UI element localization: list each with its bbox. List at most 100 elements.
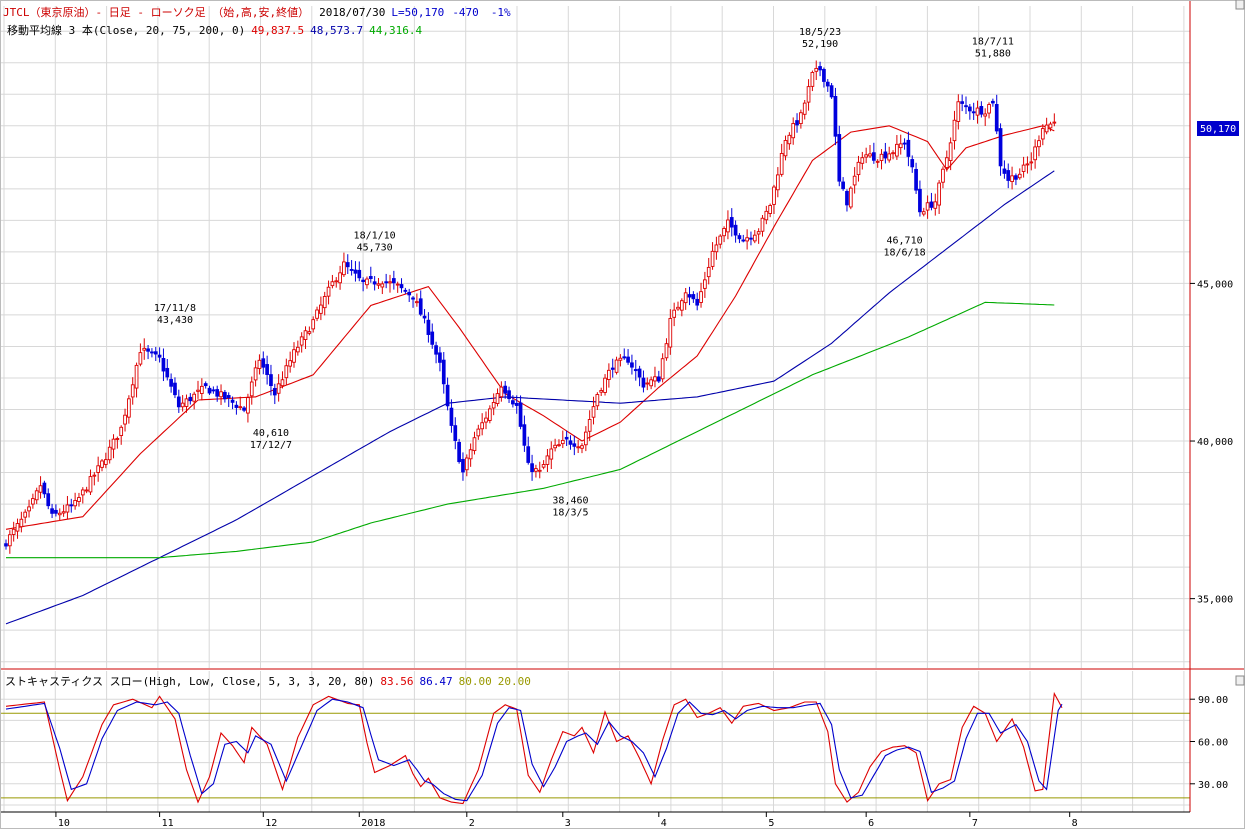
stoch-legend-label: ストキャスティクス スロー(High, Low, Close, 5, 3, 3,… bbox=[5, 675, 374, 688]
candle-body bbox=[833, 95, 838, 137]
candle-body bbox=[257, 359, 262, 369]
candle-body bbox=[649, 379, 653, 387]
candle-body bbox=[438, 352, 442, 363]
candle-body bbox=[380, 283, 385, 288]
candle-body bbox=[61, 511, 66, 514]
candle-body bbox=[749, 237, 753, 240]
candle-body bbox=[557, 444, 561, 447]
candle-body bbox=[184, 398, 189, 407]
stoch-upper-value: 80.00 bbox=[459, 675, 492, 688]
candle-body bbox=[960, 101, 965, 104]
candle-body bbox=[42, 482, 47, 495]
ma75-value: 48,573.7 bbox=[310, 24, 363, 37]
candle-body bbox=[937, 182, 941, 206]
candle-body bbox=[288, 360, 293, 367]
candle-body bbox=[787, 134, 792, 145]
candle-body bbox=[818, 66, 822, 71]
annotation-line1: 46,710 bbox=[886, 236, 922, 247]
ma-20-line bbox=[5, 125, 1055, 530]
window-resize-button[interactable] bbox=[1235, 0, 1245, 10]
candle-body bbox=[319, 304, 323, 314]
candle-body bbox=[933, 201, 938, 209]
candle-body bbox=[825, 81, 830, 87]
candle-body bbox=[503, 385, 508, 394]
candle-body bbox=[468, 449, 473, 460]
candle-body bbox=[38, 485, 43, 493]
candle-body bbox=[975, 107, 980, 116]
candle-body bbox=[810, 72, 815, 87]
candle-body bbox=[80, 489, 85, 496]
candle-body bbox=[330, 281, 335, 287]
candle-body bbox=[484, 417, 488, 423]
candle-body bbox=[219, 391, 223, 398]
header-change-pct: -1% bbox=[491, 6, 511, 19]
ma200-value: 44,316.4 bbox=[369, 24, 422, 37]
candle-body bbox=[883, 151, 888, 159]
candle-body bbox=[188, 396, 193, 402]
stoch-axis-tick: 90.00 bbox=[1198, 695, 1228, 706]
candle-body bbox=[388, 281, 392, 284]
candle-body bbox=[1040, 128, 1045, 140]
candle-body bbox=[534, 468, 538, 472]
candle-body bbox=[103, 459, 108, 465]
candle-body bbox=[69, 504, 74, 507]
candle-body bbox=[284, 365, 289, 379]
candle-body bbox=[265, 364, 269, 375]
candle-body bbox=[772, 186, 776, 205]
candle-body bbox=[1029, 161, 1034, 164]
date-axis-tick: 3 bbox=[565, 818, 571, 829]
candle-body bbox=[541, 464, 546, 468]
candle-body bbox=[430, 331, 435, 345]
candle-body bbox=[764, 210, 769, 221]
candle-body bbox=[549, 448, 554, 460]
candle-body bbox=[622, 356, 627, 359]
candle-body bbox=[11, 528, 16, 535]
candle-body bbox=[679, 300, 684, 311]
candle-body bbox=[31, 498, 35, 505]
stoch-legend: ストキャスティクス スロー(High, Low, Close, 5, 3, 3,… bbox=[5, 675, 531, 688]
candle-body bbox=[691, 294, 696, 300]
candle-body bbox=[146, 348, 150, 352]
candle-body bbox=[238, 406, 243, 409]
candle-body bbox=[703, 279, 707, 289]
candle-body bbox=[714, 244, 719, 253]
candle-body bbox=[457, 441, 461, 463]
candle-body bbox=[384, 281, 389, 284]
candle-body bbox=[822, 68, 826, 82]
pane-scroll-button[interactable] bbox=[1235, 675, 1245, 686]
candle-body bbox=[169, 378, 173, 387]
candle-body bbox=[530, 463, 534, 473]
candle-body bbox=[65, 504, 70, 513]
instrument-title: JTCL（東京原油）- 日足 - ローソク足 （始,高,安,終値） bbox=[3, 5, 309, 19]
candle-body bbox=[687, 294, 692, 298]
candle-body bbox=[967, 106, 972, 112]
candle-body bbox=[415, 301, 419, 304]
candle-body bbox=[971, 111, 976, 114]
candle-body bbox=[587, 419, 592, 432]
candle-body bbox=[737, 235, 742, 240]
candle-body bbox=[153, 351, 158, 355]
candle-body bbox=[150, 351, 154, 354]
candle-body bbox=[449, 407, 454, 426]
candle-body bbox=[799, 112, 803, 125]
candle-body bbox=[157, 354, 162, 358]
candle-body bbox=[326, 286, 331, 297]
candle-body bbox=[246, 397, 250, 414]
date-axis-tick: 5 bbox=[768, 818, 774, 829]
stoch-axis-tick: 30.00 bbox=[1198, 780, 1228, 791]
candle-body bbox=[403, 289, 408, 292]
price-axis-tick: 35,000 bbox=[1197, 595, 1233, 606]
candle-body bbox=[395, 283, 400, 286]
ma-legend-label: 移動平均線 3 本(Close, 20, 75, 200, 0) bbox=[7, 23, 245, 37]
candle-body bbox=[495, 393, 500, 404]
candle-body bbox=[480, 422, 485, 430]
candle-body bbox=[472, 437, 477, 452]
candle-body bbox=[998, 128, 1003, 167]
candle-body bbox=[292, 349, 296, 363]
candle-body bbox=[583, 431, 588, 446]
candle-body bbox=[633, 369, 638, 372]
candle-body bbox=[77, 497, 81, 502]
candle-body bbox=[814, 67, 819, 72]
candle-body bbox=[165, 367, 170, 378]
annotation-line1: 40,610 bbox=[253, 428, 289, 439]
